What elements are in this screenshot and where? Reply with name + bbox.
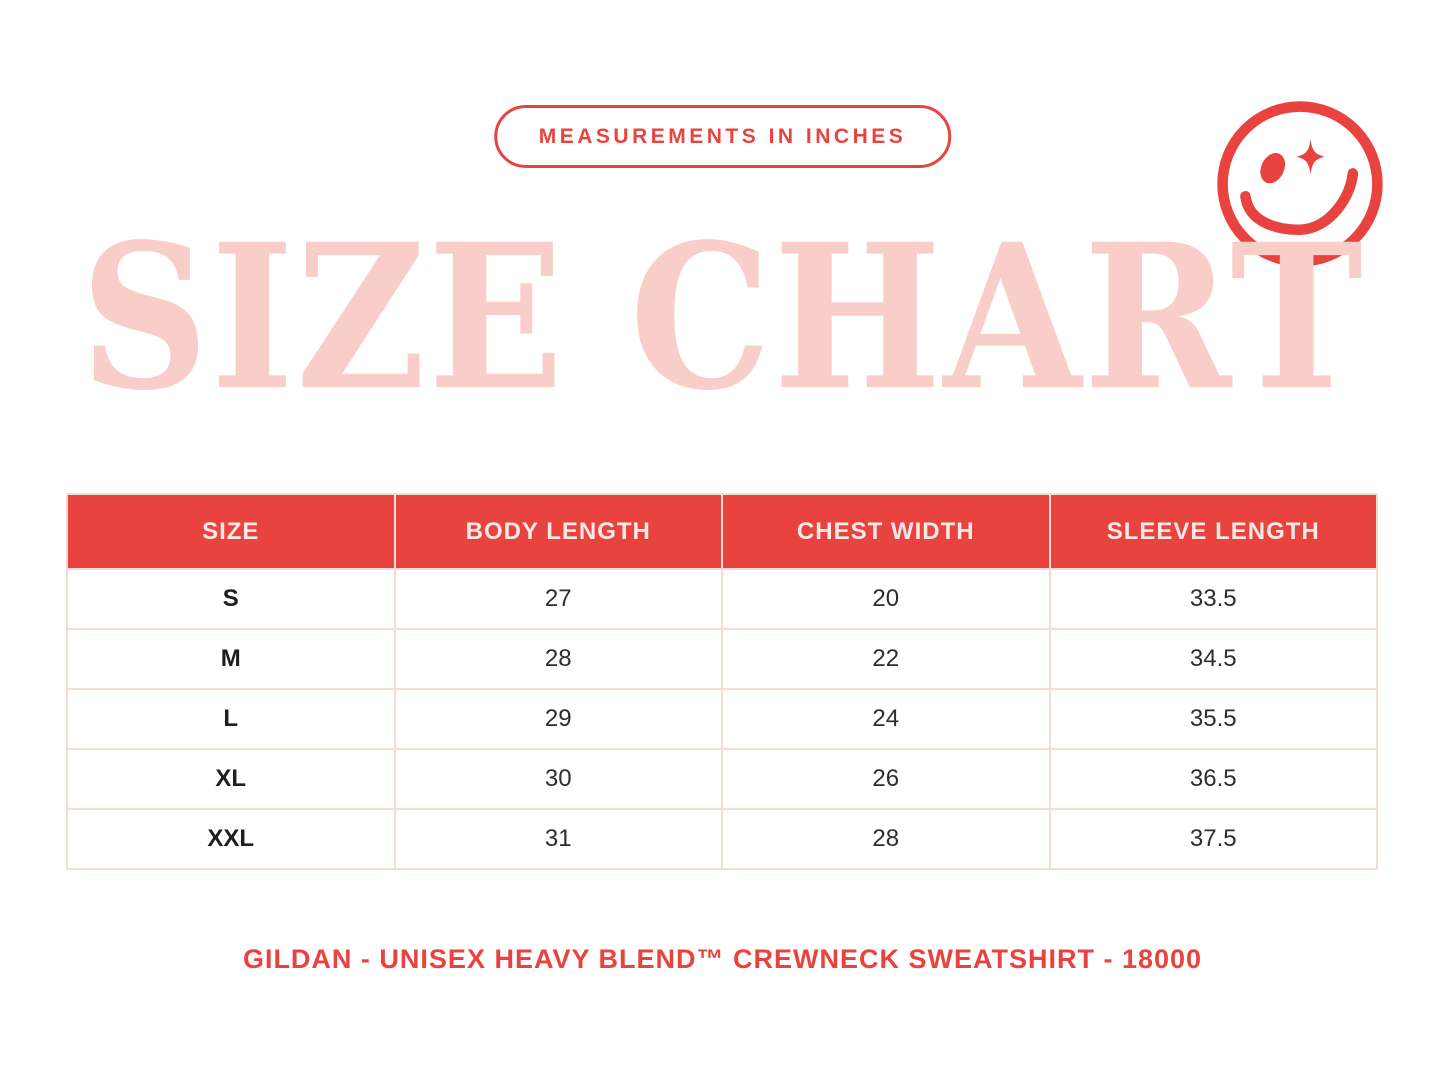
header-sleeve-length: SLEEVE LENGTH: [1049, 494, 1377, 570]
smiley-mouth: [1240, 168, 1359, 236]
cell-body-length: 27: [393, 568, 723, 630]
cell-body-length: 30: [393, 748, 723, 810]
cell-sleeve-length: 36.5: [1048, 748, 1378, 810]
cell-body-length: 29: [393, 688, 723, 750]
smiley-outline: [1217, 101, 1383, 267]
cell-sleeve-length: 37.5: [1048, 808, 1378, 870]
product-name-label: GILDAN - UNISEX HEAVY BLEND™ CREWNECK SW…: [242, 944, 1203, 974]
table-row-xxl: XXL 31 28 37.5: [66, 808, 1378, 870]
cell-sleeve-length: 35.5: [1048, 688, 1378, 750]
header-size: SIZE: [67, 494, 396, 570]
table-row-xl: XL 30 26 36.5: [66, 748, 1378, 810]
cell-size: XXL: [66, 808, 396, 870]
header-chest-width: CHEST WIDTH: [722, 494, 1051, 570]
cell-size: L: [66, 688, 396, 750]
smiley-left-eye: [1260, 153, 1286, 184]
cell-sleeve-length: 33.5: [1048, 568, 1378, 630]
smiley-sparkle-eye: [1296, 139, 1325, 175]
cell-size: XL: [66, 748, 396, 810]
measurements-badge: MEASUREMENTS IN INCHES: [493, 105, 952, 168]
table-row-m: M 28 22 34.5: [66, 628, 1378, 690]
cell-chest-width: 24: [721, 688, 1051, 750]
cell-size: S: [66, 568, 396, 630]
measurements-badge-label: MEASUREMENTS IN INCHES: [538, 125, 907, 148]
table-row-l: L 29 24 35.5: [66, 688, 1378, 750]
cell-size: M: [66, 628, 396, 690]
cell-chest-width: 26: [721, 748, 1051, 810]
cell-body-length: 28: [393, 628, 723, 690]
cell-chest-width: 28: [721, 808, 1051, 870]
table-row-s: S 27 20 33.5: [66, 568, 1378, 630]
cell-body-length: 31: [393, 808, 723, 870]
size-table-container: SIZE BODY LENGTH CHEST WIDTH SLEEVE LENG…: [66, 493, 1378, 870]
winking-smiley-face-icon: [1217, 101, 1383, 267]
cell-chest-width: 20: [721, 568, 1051, 630]
size-table: SIZE BODY LENGTH CHEST WIDTH SLEEVE LENG…: [66, 493, 1378, 870]
cell-chest-width: 22: [721, 628, 1051, 690]
cell-sleeve-length: 34.5: [1048, 628, 1378, 690]
table-header-row: SIZE BODY LENGTH CHEST WIDTH SLEEVE LENG…: [67, 494, 1377, 570]
header-body-length: BODY LENGTH: [394, 494, 723, 570]
page-title: SIZE CHART: [80, 200, 1365, 435]
